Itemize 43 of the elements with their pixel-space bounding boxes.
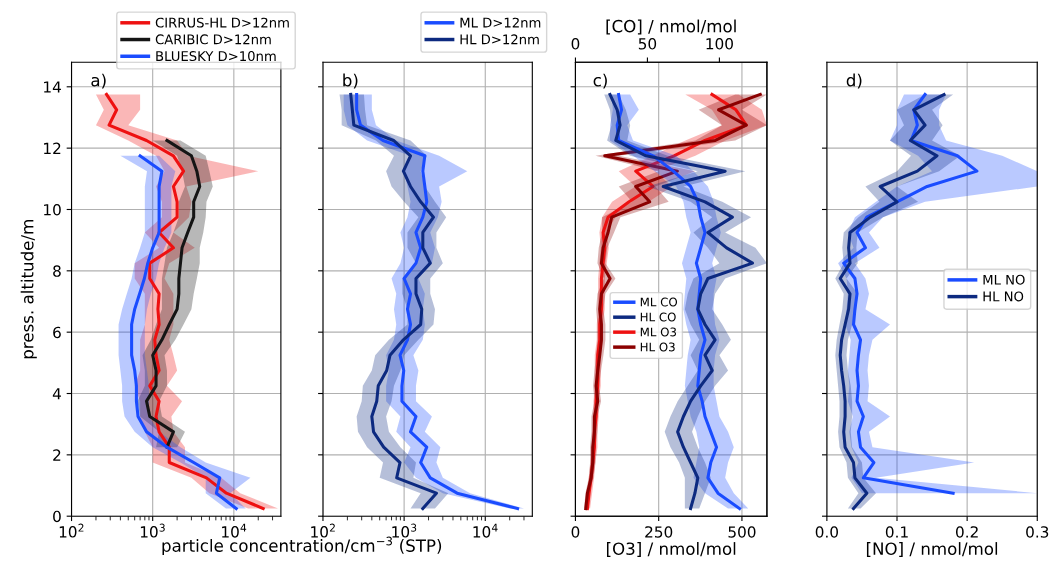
x2-tick-label: 100	[706, 38, 733, 50]
legend-label: ML NO	[983, 274, 1025, 285]
y-tick-label: 8	[53, 265, 61, 277]
legend-label: HL D>12nm	[460, 34, 539, 45]
x-axis-title: [O3] / nmol/mol	[606, 542, 736, 557]
x-tick-label: 500	[728, 526, 756, 538]
annotation: c)	[593, 73, 607, 89]
y-tick-label: 10	[44, 203, 61, 216]
legend-label: HL CO	[640, 312, 676, 322]
legend-label: HL O3	[640, 342, 675, 352]
x-tick-label: 10$^{3}$	[140, 523, 165, 538]
legend-label: HL NO	[983, 291, 1024, 302]
annotation: a)	[91, 73, 106, 89]
y-tick-label: 14	[44, 81, 61, 93]
annotation: b)	[343, 73, 358, 89]
legend-label: ML CO	[640, 297, 678, 307]
y-tick-label: 12	[44, 142, 61, 154]
y-tick-label: 0	[53, 510, 61, 523]
x-tick-label: 0	[571, 526, 580, 538]
x-tick-label: 0.2	[956, 526, 978, 538]
x2-axis-title: [CO] / nmol/mol	[606, 19, 736, 35]
x-tick-label: 0.1	[885, 526, 908, 538]
x-tick-label: 10$^{4}$	[222, 523, 247, 538]
annotation: d)	[846, 73, 862, 89]
x-tick-label: 10$^{2}$	[311, 523, 335, 538]
y-tick-label: 2	[53, 449, 61, 461]
legend-label: BLUESKY D>10nm	[156, 51, 276, 62]
legend-label: ML O3	[640, 327, 677, 337]
legend-label: CARIBIC D>12nm	[155, 34, 271, 45]
legend-label: CIRRUS-HL D>12nm	[155, 17, 289, 28]
y-tick-label: 4	[52, 388, 61, 400]
y-axis-title: press. altitude/m	[20, 220, 37, 359]
x2-tick-label: 0	[571, 38, 580, 50]
x-tick-label: 0.3	[1026, 526, 1049, 538]
x-tick-label: 250	[645, 526, 673, 538]
x-tick-label: 10$^{3}$	[392, 523, 417, 538]
legend-label: ML D>12nm	[460, 17, 541, 28]
x2-tick-label: 50	[638, 38, 657, 50]
x-tick-label: 10$^{4}$	[473, 523, 498, 538]
y-tick-label: 6	[53, 326, 61, 339]
x-tick-label: 10$^{2}$	[59, 523, 84, 538]
x-axis-title: [NO] / nmol/mol	[866, 542, 998, 557]
x-tick-label: 0.0	[815, 526, 839, 538]
